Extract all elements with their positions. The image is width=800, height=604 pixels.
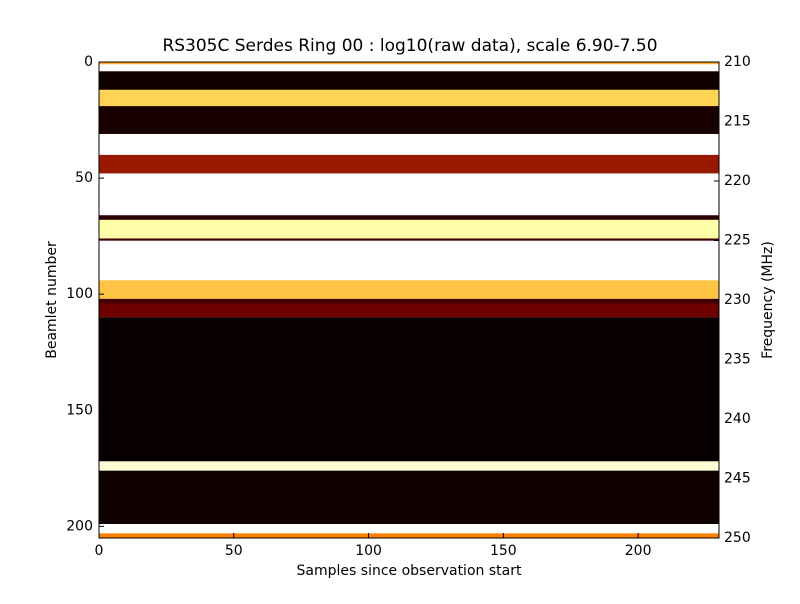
heatmap-row: [99, 240, 719, 281]
y-axis-label: Beamlet number: [44, 241, 60, 359]
heatmap-row: [99, 303, 719, 318]
heatmap-row: [99, 62, 719, 65]
heatmap-row: [99, 89, 719, 107]
x-tick-label: 200: [625, 543, 652, 559]
y2-tick-label: 230: [724, 292, 751, 308]
y2-tick-label: 210: [724, 54, 751, 70]
y-tick-label: 100: [66, 286, 93, 302]
heatmap-row: [99, 106, 719, 134]
x-tick-label: 0: [95, 543, 104, 559]
y2-tick-label: 235: [724, 352, 751, 368]
heatmap-row: [99, 470, 719, 525]
y-tick-label: 0: [84, 54, 93, 70]
y2-axis-label: Frequency (MHz): [760, 241, 776, 359]
heatmap-row: [99, 133, 719, 155]
y-tick-label: 200: [66, 518, 93, 534]
heatmap-row: [99, 461, 719, 471]
y2-tick-label: 240: [724, 411, 751, 427]
x-axis-label: Samples since observation start: [297, 563, 522, 579]
chart-title: RS305C Serdes Ring 00 : log10(raw data),…: [162, 36, 657, 56]
x-tick-label: 50: [225, 543, 243, 559]
heatmap-row: [99, 238, 719, 241]
y-tick-label: 150: [66, 402, 93, 418]
y2-tick-label: 215: [724, 114, 751, 130]
heatmap-row: [99, 298, 719, 304]
heatmap-row: [99, 280, 719, 299]
y2-tick-label: 250: [724, 530, 751, 546]
y-tick-label: 50: [75, 170, 93, 186]
y2-tick-label: 220: [724, 173, 751, 189]
heatmap-row: [99, 533, 719, 538]
y2-tick-label: 225: [724, 233, 751, 249]
heatmap-row: [99, 215, 719, 220]
heatmap-row: [99, 154, 719, 174]
heatmap-row: [99, 524, 719, 534]
heatmap-row: [99, 317, 719, 462]
heatmap-row: [99, 64, 719, 72]
x-tick-label: 150: [490, 543, 517, 559]
x-tick-label: 100: [355, 543, 382, 559]
y2-tick-label: 245: [724, 471, 751, 487]
heatmap-row: [99, 71, 719, 90]
heatmap-row: [99, 173, 719, 216]
heatmap-row: [99, 219, 719, 239]
